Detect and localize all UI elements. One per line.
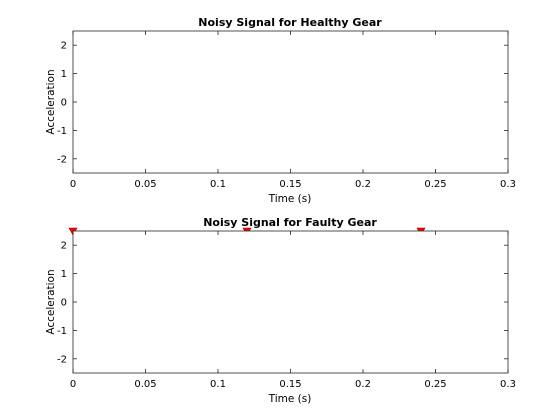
y-axis-label-faulty: Acceleration: [45, 269, 57, 334]
x-tick-label: 0.05: [134, 179, 156, 190]
axes-faulty-gear: Noisy Signal for Faulty Gear Time (s) Ac…: [45, 216, 516, 405]
x-tick-label: 0.15: [279, 379, 301, 390]
x-tick-label: 0.25: [424, 379, 446, 390]
x-tick-label: 0.3: [500, 179, 516, 190]
x-tick-label: 0.2: [355, 179, 371, 190]
x-tick-label: 0.25: [424, 179, 446, 190]
axes-healthy-gear: Noisy Signal for Healthy Gear Time (s) A…: [45, 16, 516, 205]
y-tick-label: 2: [61, 241, 67, 252]
x-axis-label-faulty: Time (s): [268, 393, 312, 405]
y-tick-label: -2: [57, 154, 67, 165]
x-tick-label: 0.05: [134, 379, 156, 390]
x-tick-label: 0: [70, 379, 76, 390]
y-axis-label-healthy: Acceleration: [45, 69, 57, 134]
chart-title-healthy: Noisy Signal for Healthy Gear: [198, 16, 382, 29]
x-tick-label: 0.2: [355, 379, 371, 390]
y-tick-label: -1: [57, 126, 67, 137]
y-tick-label: 0: [61, 298, 67, 309]
y-tick-label: 1: [61, 69, 67, 80]
y-tick-label: 1: [61, 269, 67, 280]
axes-frame: [72, 30, 509, 174]
x-tick-label: 0: [70, 179, 76, 190]
y-tick-label: -1: [57, 326, 67, 337]
axes-frame: [72, 230, 509, 374]
y-tick-label: -2: [57, 354, 67, 365]
x-tick-label: 0.15: [279, 179, 301, 190]
y-tick-label: 0: [61, 98, 67, 109]
x-tick-label: 0.1: [210, 379, 226, 390]
x-tick-label: 0.3: [500, 379, 516, 390]
x-tick-label: 0.1: [210, 179, 226, 190]
y-tick-label: 2: [61, 41, 67, 52]
chart-title-faulty: Noisy Signal for Faulty Gear: [203, 216, 377, 229]
x-axis-label-healthy: Time (s): [268, 193, 312, 205]
